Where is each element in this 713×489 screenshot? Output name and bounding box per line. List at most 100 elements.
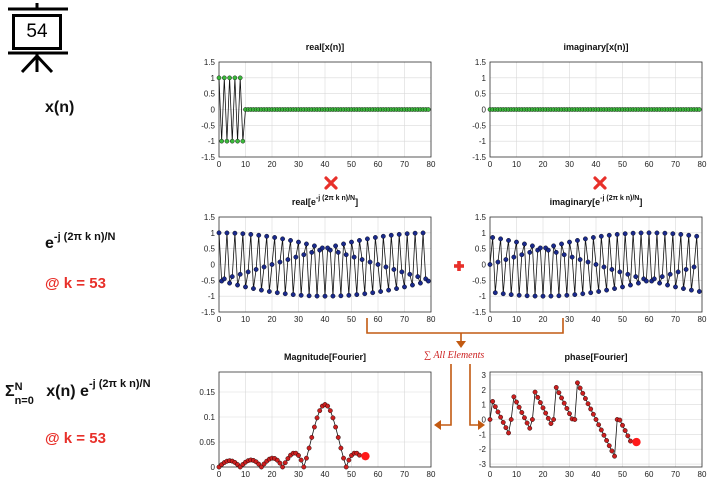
data-point <box>678 231 684 237</box>
sum-lower-limit: n=0 <box>14 395 34 407</box>
x-tick-label: 50 <box>618 470 627 479</box>
data-point <box>535 394 541 400</box>
data-point <box>229 274 235 280</box>
chart-title: phase[Fourier] <box>564 352 627 362</box>
y-tick-label: 1 <box>482 229 487 238</box>
data-point <box>577 257 583 262</box>
data-point <box>681 286 686 291</box>
arrow-right-head <box>478 420 485 430</box>
plot-frame <box>218 216 432 313</box>
x-tick-label: 80 <box>698 315 707 324</box>
data-point <box>696 289 702 294</box>
data-point <box>500 291 506 297</box>
y-tick-label: 1 <box>482 401 487 410</box>
data-point <box>561 400 567 406</box>
x-tick-label: 80 <box>427 315 436 324</box>
data-point <box>625 433 631 439</box>
arrow-left-head <box>434 420 441 430</box>
current-k-marker <box>361 451 370 461</box>
x-tick-label: 70 <box>400 160 409 169</box>
data-point <box>548 421 554 426</box>
data-point <box>269 262 275 267</box>
data-point <box>691 264 697 270</box>
data-point <box>636 280 641 286</box>
imag-x-chart: 0 10 20 30 40 50 60 70 80 1.5 1 0.5 0 -0.5 -1 -1.5 imagi… <box>472 42 707 169</box>
x-tick-label: 60 <box>645 315 654 324</box>
data-point <box>235 138 240 144</box>
y-tick-label: 1.5 <box>204 58 216 67</box>
data-point <box>325 403 331 409</box>
data-point <box>606 232 612 238</box>
x-tick-label: 50 <box>347 470 356 479</box>
x-tick-label: 10 <box>241 470 250 479</box>
data-point <box>309 249 315 255</box>
data-point <box>319 245 325 251</box>
real-x-chart: 0 10 20 30 40 50 60 70 80 1.5 1 0.5 0 -0.5 -1 -1.5 real[… <box>201 42 436 169</box>
data-point <box>487 417 493 422</box>
data-point <box>673 284 678 290</box>
sum-upper-limit: N <box>14 381 23 393</box>
y-tick-label: -1.5 <box>472 153 486 162</box>
x-tick-label: 0 <box>488 470 493 479</box>
data-point <box>689 287 694 293</box>
x-tick-label: 30 <box>565 470 574 479</box>
x-tick-label: 70 <box>671 470 680 479</box>
y-tick-label: 0.5 <box>475 90 487 99</box>
data-point <box>500 420 506 425</box>
data-point <box>564 292 570 298</box>
data-point <box>346 457 352 463</box>
data-point <box>524 420 530 426</box>
x-tick-label: 70 <box>400 470 409 479</box>
y-tick-label: -1 <box>479 292 487 301</box>
y-tick-label: 2 <box>482 386 487 395</box>
sum-exponent: -j (2π k n)/N <box>88 377 151 390</box>
slide-number: 54 <box>12 14 62 50</box>
data-point <box>503 425 509 431</box>
data-point <box>519 252 525 258</box>
y-tick-label: 0 <box>482 416 487 425</box>
data-point <box>311 243 317 249</box>
data-point <box>412 230 418 236</box>
data-point <box>651 276 657 282</box>
data-point <box>551 243 556 249</box>
data-point <box>277 460 283 466</box>
arrow-left <box>440 364 452 426</box>
data-point <box>301 464 307 470</box>
x-tick-label: 50 <box>347 315 356 324</box>
kernel-label: e-j (2π k n)/N <box>45 231 116 252</box>
data-point <box>402 284 407 290</box>
x-tick-label: 50 <box>618 160 627 169</box>
y-tick-label: 1.5 <box>204 213 216 222</box>
y-tick-label: -1 <box>208 292 216 301</box>
data-point <box>514 399 519 405</box>
data-point <box>498 414 503 420</box>
x-tick-label: 80 <box>698 470 707 479</box>
data-point <box>367 259 373 265</box>
data-point <box>551 417 556 422</box>
y-tick-label: 0 <box>211 463 216 472</box>
y-tick-label: 1 <box>211 229 216 238</box>
data-point <box>386 287 391 293</box>
data-point <box>243 284 248 290</box>
x-tick-label: 0 <box>217 160 222 169</box>
sigma-symbol: Σ <box>5 383 15 400</box>
data-point <box>372 235 378 240</box>
data-point <box>593 417 599 422</box>
data-point <box>224 138 230 144</box>
data-point <box>338 445 344 451</box>
multiply-icon <box>593 176 607 190</box>
k-value-label: @ k = 53 <box>45 275 106 292</box>
x-tick-label: 60 <box>374 470 383 479</box>
x-tick-label: 50 <box>347 160 356 169</box>
series-line <box>489 232 700 297</box>
arrow-down-head <box>456 341 466 348</box>
data-point <box>553 385 559 390</box>
x-tick-label: 10 <box>512 315 521 324</box>
x-tick-label: 80 <box>427 160 436 169</box>
data-point <box>341 241 346 247</box>
data-point <box>330 415 336 421</box>
kernel-exponent: -j (2π k n)/N <box>53 230 116 243</box>
plot-frame <box>218 61 432 158</box>
data-point <box>272 235 278 240</box>
